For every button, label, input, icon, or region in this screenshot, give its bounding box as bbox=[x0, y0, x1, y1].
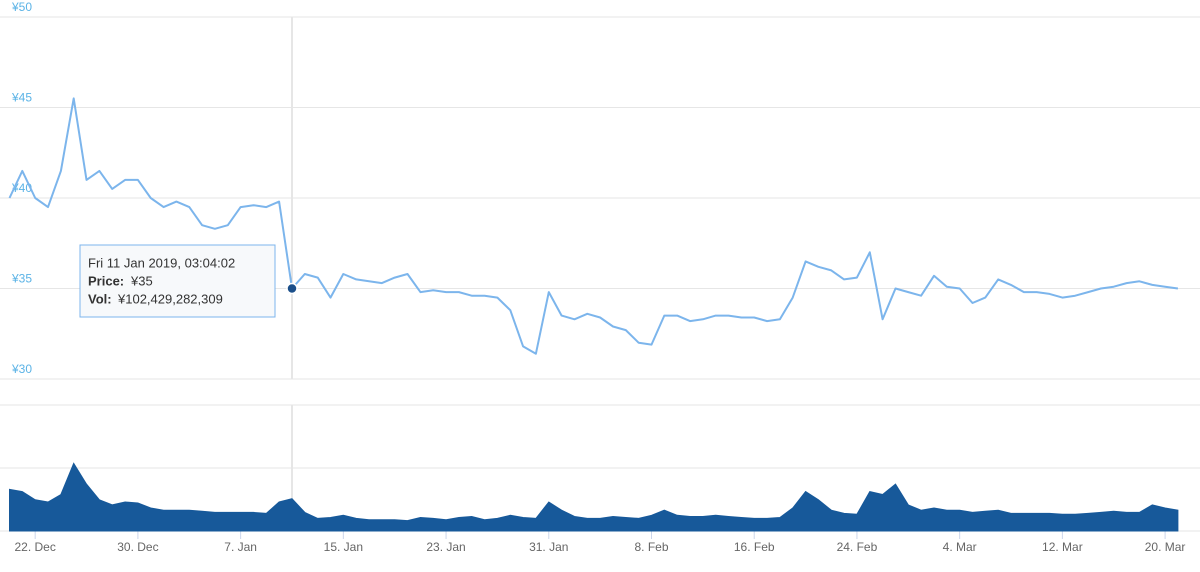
x-tick-label: 16. Feb bbox=[734, 540, 775, 554]
volume-area bbox=[9, 462, 1179, 532]
tooltip-label: Price: bbox=[88, 273, 124, 288]
y-tick-label: ¥30 bbox=[11, 362, 32, 376]
tooltip-title: Fri 11 Jan 2019, 03:04:02 bbox=[88, 255, 235, 270]
x-tick-label: 8. Feb bbox=[634, 540, 668, 554]
x-tick-label: 12. Mar bbox=[1042, 540, 1083, 554]
x-tick-label: 30. Dec bbox=[117, 540, 158, 554]
x-tick-label: 22. Dec bbox=[15, 540, 56, 554]
tooltip-label: Vol: bbox=[88, 291, 112, 306]
y-tick-label: ¥35 bbox=[11, 272, 32, 286]
tooltip-box bbox=[79, 244, 276, 318]
tooltip-value: ¥102,429,282,309 bbox=[117, 291, 223, 306]
y-tick-label: ¥45 bbox=[11, 91, 32, 105]
x-tick-label: 4. Mar bbox=[943, 540, 977, 554]
x-tick-label: 24. Feb bbox=[837, 540, 878, 554]
x-tick-label: 20. Mar bbox=[1145, 540, 1186, 554]
tooltip-point bbox=[286, 282, 298, 295]
tooltip: Fri 11 Jan 2019, 03:04:02 Price: ¥35 Vol… bbox=[79, 244, 276, 318]
x-tick-label: 31. Jan bbox=[529, 540, 568, 554]
y-tick-label: ¥50 bbox=[11, 0, 32, 14]
x-tick-label: 15. Jan bbox=[324, 540, 363, 554]
x-tick-label: 23. Jan bbox=[426, 540, 465, 554]
x-tick-label: 7. Jan bbox=[224, 540, 257, 554]
tooltip-value: ¥35 bbox=[130, 273, 153, 288]
price-line bbox=[8, 97, 1179, 355]
